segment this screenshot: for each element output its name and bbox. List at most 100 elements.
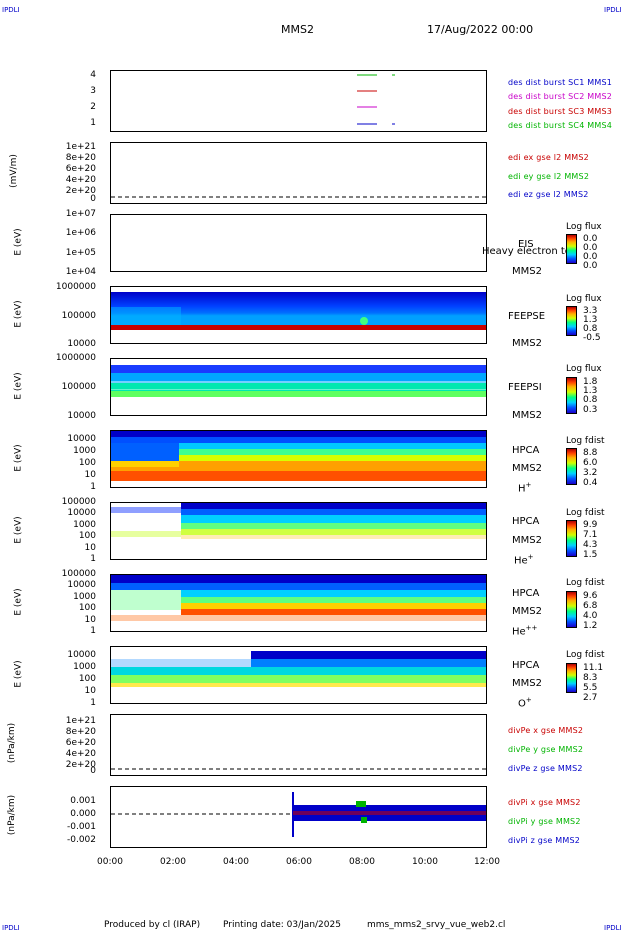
colorbar-value: -0.5 <box>583 333 601 343</box>
tick-label: 0 <box>90 766 96 776</box>
corner-label-tr: IPDLI <box>604 6 622 14</box>
hpca-h-spectrogram <box>111 431 486 487</box>
spacecraft-label: MMS2 <box>512 678 542 689</box>
tick-label: 1000 <box>73 592 96 602</box>
divpi-x-band <box>293 811 486 815</box>
tick-label: 10000 <box>67 339 96 349</box>
footer-print-date: Printing date: 03/Jan/2025 <box>223 920 341 930</box>
tick-label: 10000 <box>67 650 96 660</box>
legend-entry: divPi z gse MMS2 <box>508 836 581 845</box>
feepsi-spectrogram <box>111 365 486 397</box>
colorbar <box>566 377 577 414</box>
colorbar-value: 0.0 <box>583 243 598 253</box>
colorbar-title: Log fdist <box>566 436 605 446</box>
tick-label: 0 <box>90 194 96 204</box>
tick-label: 1000000 <box>55 282 96 292</box>
tick-label: 3 <box>90 86 96 96</box>
legend-entry: edi ey gse l2 MMS2 <box>508 172 590 181</box>
tick-label: 1000 <box>73 446 96 456</box>
tick-label: 100000 <box>61 311 96 321</box>
hpca-he2-spectrogram <box>111 575 486 621</box>
x-tick-label: 08:00 <box>349 857 375 867</box>
colorbar-value: 0.0 <box>583 261 598 271</box>
colorbar-value: 1.3 <box>583 386 598 396</box>
hpca-o-spectrogram <box>111 651 486 687</box>
colorbar-value: 0.0 <box>583 234 598 244</box>
legend-entry: des dist burst SC1 MMS1 <box>508 78 613 87</box>
colorbar <box>566 234 577 264</box>
colorbar-value: 9.6 <box>583 591 598 601</box>
tick-label: 10000 <box>67 580 96 590</box>
tick-label: 2e+20 <box>65 760 96 770</box>
colorbar <box>566 663 577 693</box>
colorbar <box>566 448 577 485</box>
x-tick-label: 04:00 <box>223 857 249 867</box>
legend-entry: des dist burst SC2 MMS2 <box>508 92 613 101</box>
colorbar-value: 0.3 <box>583 405 598 415</box>
colorbar-value: 1.8 <box>583 377 598 387</box>
tick-label: 6e+20 <box>65 738 96 748</box>
x-tick-label: 12:00 <box>474 857 500 867</box>
divpi-plot <box>111 792 486 837</box>
colorbar-title: Log flux <box>566 364 602 374</box>
divpi-y-mark <box>356 801 366 807</box>
spacecraft-label: MMS2 <box>512 463 542 474</box>
spacecraft-label: MMS2 <box>512 535 542 546</box>
instrument-label: HPCA <box>512 588 540 599</box>
tick-label: 1 <box>90 698 96 708</box>
feepse-spectrogram <box>111 292 486 330</box>
colorbar-value: 8.3 <box>583 673 598 683</box>
colorbar <box>566 520 577 557</box>
tick-label: 1 <box>90 118 96 128</box>
tick-label: 1e+04 <box>65 267 96 277</box>
tick-label: 1 <box>90 482 96 492</box>
corner-label-br: IPDLI <box>604 924 622 932</box>
footer-producer: Produced by cl (IRAP) <box>104 920 201 930</box>
legend-entry: edi ez gse l2 MMS2 <box>508 190 589 199</box>
species-label: He+ <box>514 553 534 567</box>
tick-label: 4 <box>90 70 96 80</box>
tick-label: 10000 <box>67 411 96 421</box>
header-date: 17/Aug/2022 00:00 <box>427 23 534 36</box>
colorbar-title: Log flux <box>566 222 602 232</box>
tick-label: 4e+20 <box>65 175 96 185</box>
corner-label-bl: IPDLI <box>2 924 20 932</box>
tick-label: 100 <box>78 674 96 684</box>
colorbar-title: Log fdist <box>566 578 605 588</box>
tick-label: 1000000 <box>55 353 96 363</box>
colorbar-value: 8.8 <box>583 448 598 458</box>
hpca-he-spectrogram <box>111 503 486 539</box>
colorbar-title: Log flux <box>566 294 602 304</box>
tick-label: 10000 <box>67 508 96 518</box>
instrument-label: FEEPSE <box>508 311 546 322</box>
tick-label: 100 <box>78 603 96 613</box>
colorbar-value: 0.8 <box>583 324 598 334</box>
x-tick-label: 00:00 <box>97 857 123 867</box>
tick-label: 100 <box>78 531 96 541</box>
colorbar-value: 11.1 <box>583 663 604 673</box>
colorbar-value: 4.3 <box>583 540 598 550</box>
page-title: MMS2 <box>281 23 314 36</box>
tick-label: 6e+20 <box>65 164 96 174</box>
tick-label: 8e+20 <box>65 727 96 737</box>
spacecraft-label: MMS2 <box>512 606 542 617</box>
panel-burst <box>110 70 487 132</box>
tick-label: 10 <box>84 615 96 625</box>
tick-label: 1000 <box>73 662 96 672</box>
tick-label: -0.002 <box>66 835 96 845</box>
legend-entry: divPe x gse MMS2 <box>508 726 584 735</box>
colorbar-value: 3.2 <box>583 468 598 478</box>
colorbar <box>566 591 577 628</box>
tick-label: 100000 <box>61 382 96 392</box>
tick-label: 0.000 <box>70 809 96 819</box>
tick-label: 100000 <box>61 497 96 507</box>
tick-label: 1e+07 <box>65 209 96 219</box>
legend-entry: des dist burst SC4 MMS4 <box>508 121 613 130</box>
colorbar-value: 1.5 <box>583 550 598 560</box>
colorbar-value: 6.0 <box>583 458 598 468</box>
colorbar-value: 4.0 <box>583 611 598 621</box>
colorbar-value: 9.9 <box>583 520 598 530</box>
colorbar <box>566 306 577 336</box>
tick-label: 4e+20 <box>65 749 96 759</box>
panel-edi <box>110 142 487 204</box>
